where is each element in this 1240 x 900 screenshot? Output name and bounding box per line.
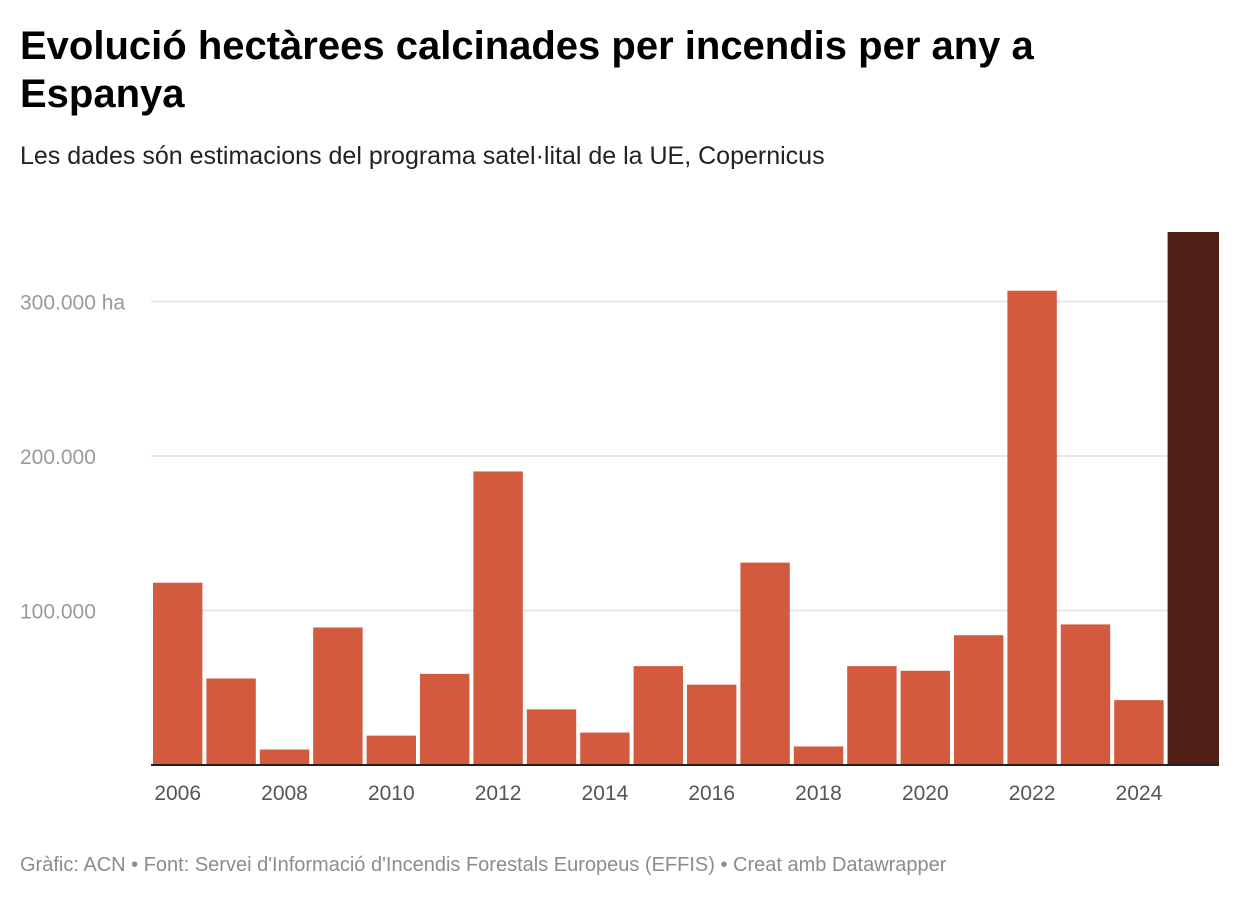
y-tick-label: 300.000 ha [20,292,125,315]
bar-2018 [793,746,844,765]
x-axis-tick-labels: 2006 2008 2010 2012 2014 2016 2018 2020 2022 2024 [154,782,1162,805]
x-tick-label: 2014 [582,782,629,805]
y-tick-label: 100.000 [20,601,96,624]
bar-2011 [420,673,470,765]
bar-2020 [900,670,950,765]
gridlines [151,300,1170,612]
bar-2025 [1167,232,1219,765]
footer-separator: • [125,854,144,876]
x-tick-label: 2016 [688,782,735,805]
x-tick-label: 2012 [475,782,522,805]
x-tick-label: 2010 [368,782,415,805]
bar-2021 [954,635,1004,765]
x-tick-label: 2024 [1116,782,1163,805]
chart-title: Evolució hectàrees calcinades per incend… [20,24,1034,116]
bar-2023 [1060,624,1111,765]
bar-2024 [1114,700,1164,765]
bar-2007 [206,678,256,765]
bar-2022 [1007,290,1057,765]
bar-2015 [633,666,683,765]
footer-source: Font: Servei d'Informació d'Incendis For… [143,854,715,876]
bar-2006 [153,582,203,765]
x-tick-label: 2018 [795,782,842,805]
bar-2017 [740,562,790,765]
bar-2016 [687,684,737,765]
y-axis-tick-labels: 100.000 200.000 300.000 ha [20,292,125,624]
y-tick-label: 200.000 [20,446,96,469]
x-tick-label: 2006 [154,782,201,805]
footer-credit: Gràfic: ACN [20,854,126,876]
x-tick-label: 2022 [1009,782,1056,805]
bar-2012 [473,471,523,765]
bar-2013 [526,709,577,765]
x-tick-label: 2020 [902,782,949,805]
footer-tool: Creat amb Datawrapper [733,854,947,876]
footer-separator: • [714,854,734,876]
bar-2014 [580,732,630,765]
chart-subtitle: Les dades són estimacions del programa s… [20,142,825,170]
bar-chart: 100.000 200.000 300.000 ha 2006 2008 2010 201… [20,232,1219,805]
bar-2010 [366,735,416,765]
chart-footer: Gràfic: ACN • Font: Servei d'Informació … [20,852,1220,878]
x-tick-label: 2008 [261,782,308,805]
bar-2009 [313,627,363,765]
bar-2008 [259,749,310,765]
bar-2019 [847,666,897,765]
bars [153,232,1219,765]
